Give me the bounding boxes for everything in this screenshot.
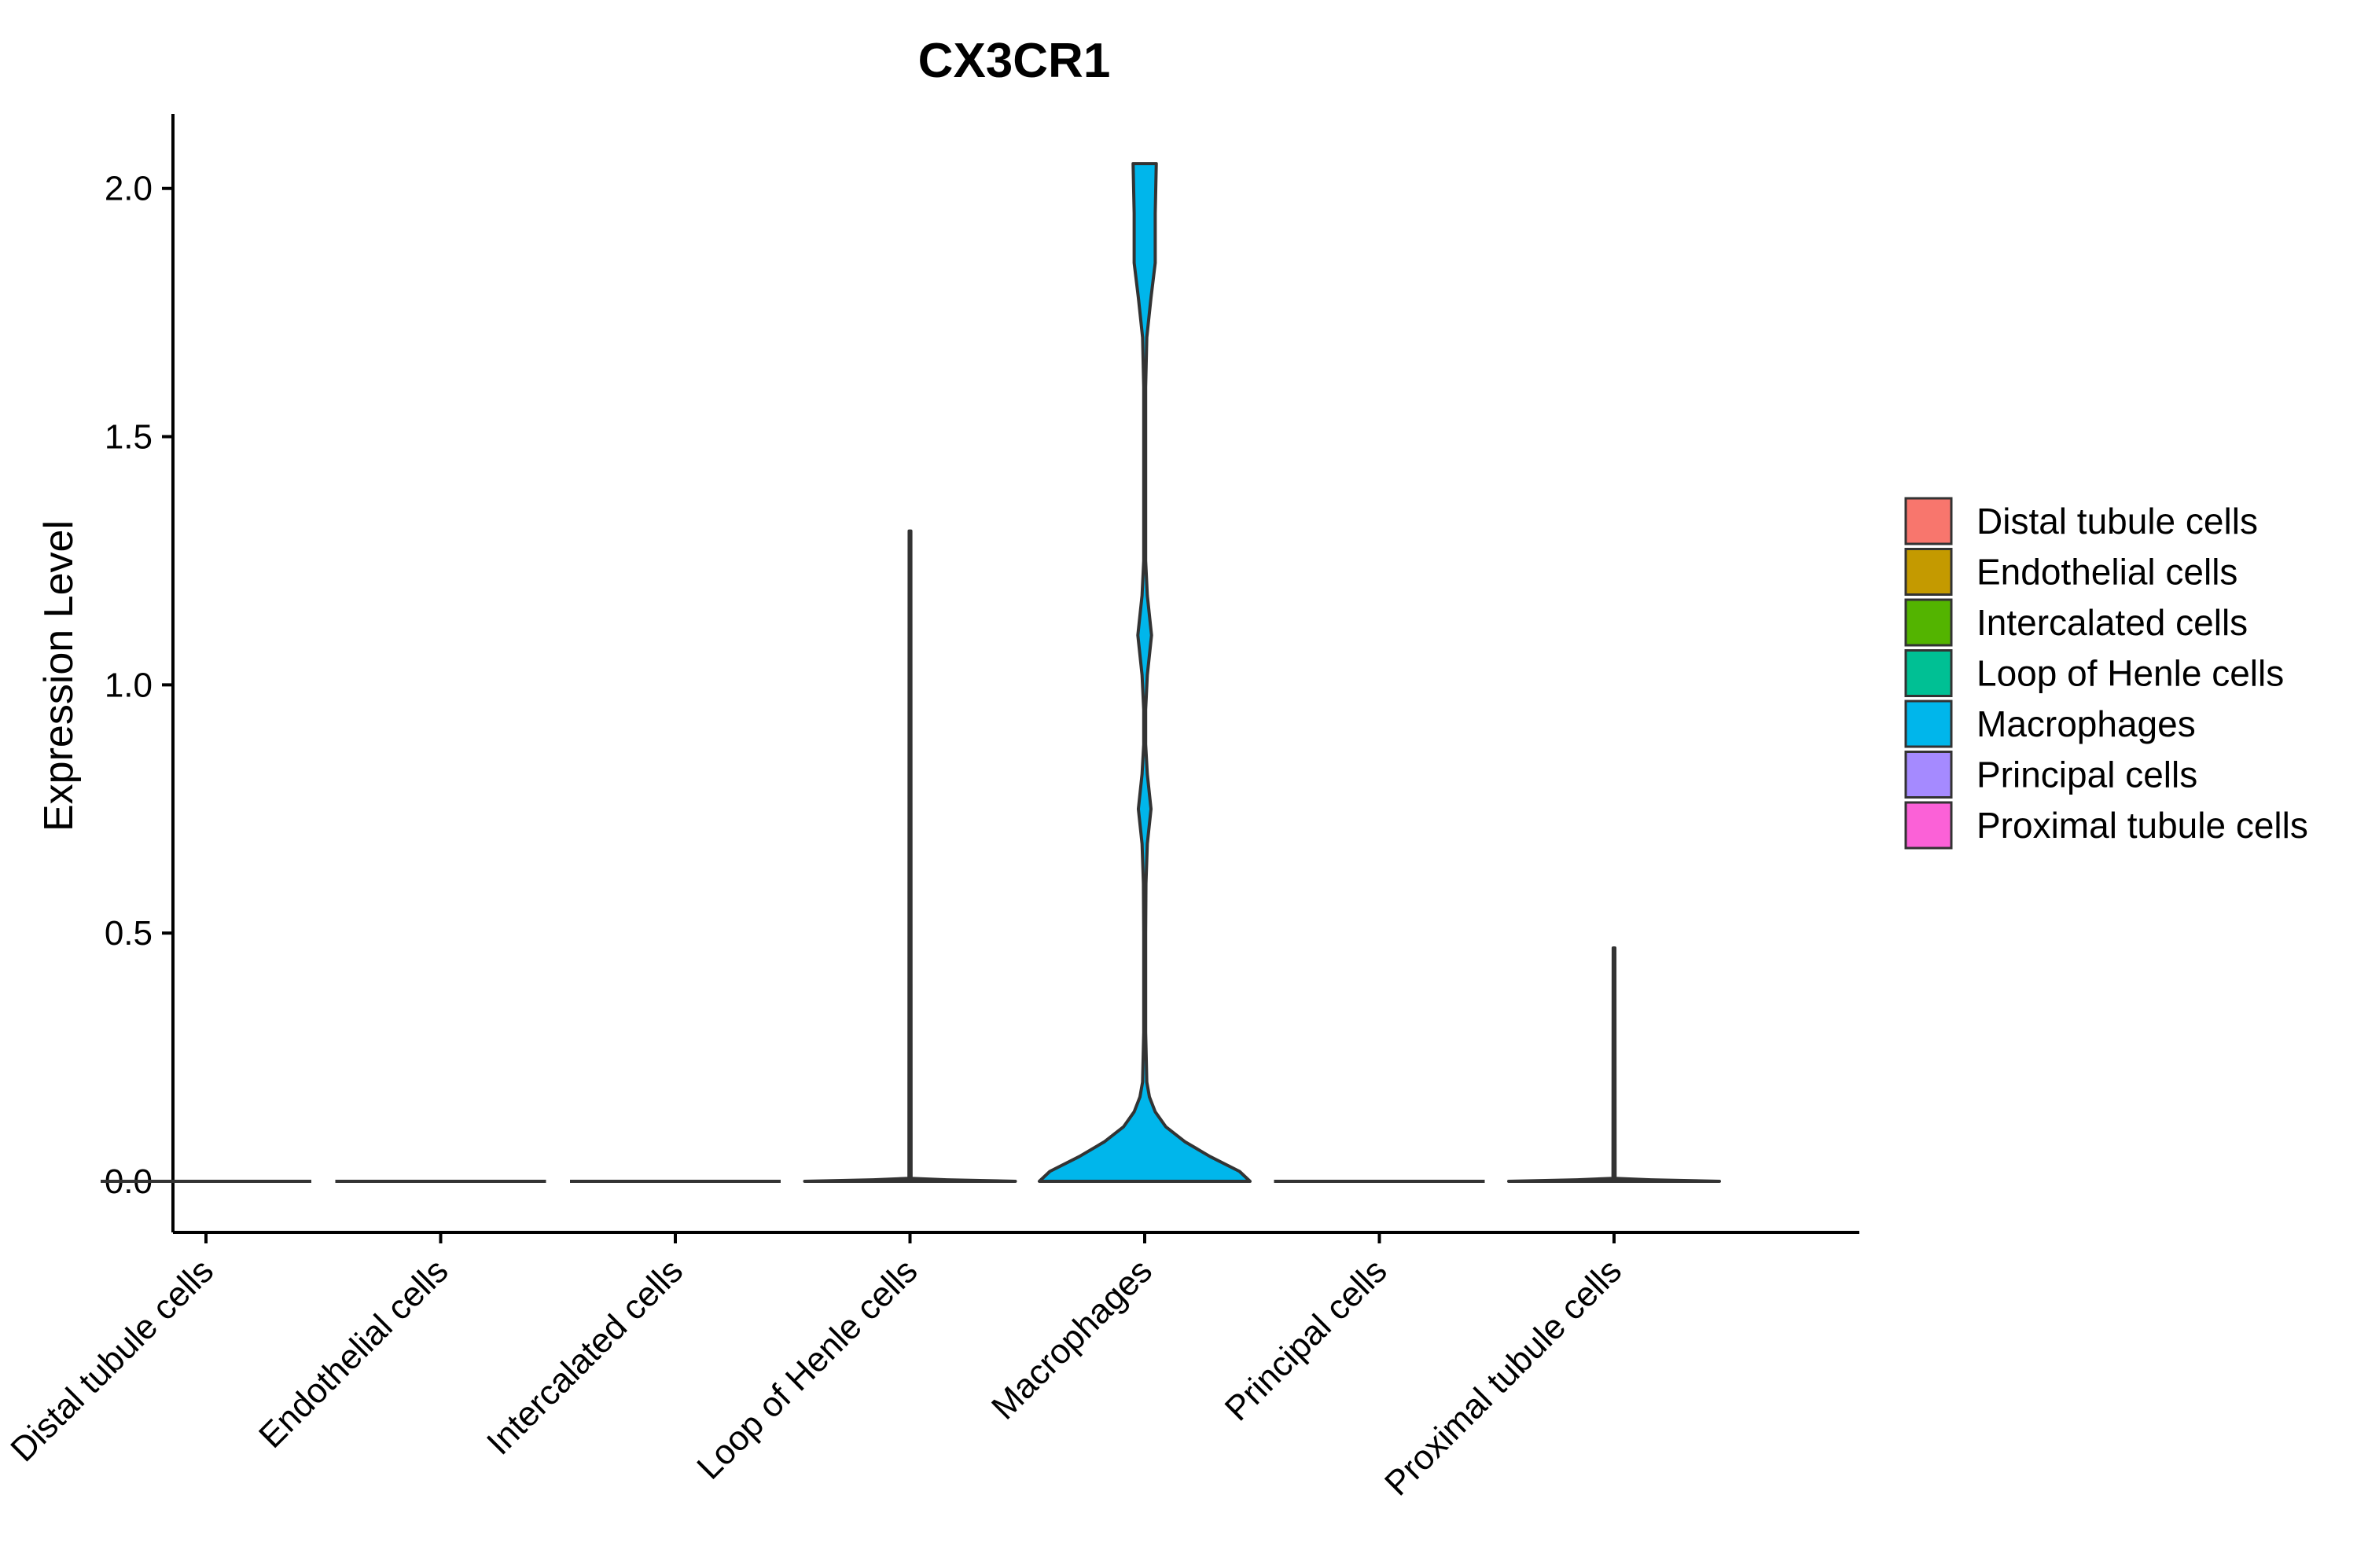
- legend-label: Endothelial cells: [1976, 552, 2237, 593]
- chart-title: CX3CR1: [918, 34, 1111, 88]
- y-tick-label: 2.0: [105, 170, 153, 208]
- legend-label: Proximal tubule cells: [1976, 805, 2308, 846]
- legend-key: [1904, 497, 1953, 545]
- legend-label: Macrophages: [1976, 703, 2196, 744]
- y-tick-label: 1.5: [105, 418, 153, 457]
- legend-key: [1904, 598, 1953, 647]
- y-axis-label: Expression Level: [36, 520, 82, 832]
- legend-label: Intercalated cells: [1976, 602, 2248, 643]
- violin-4: [803, 529, 1017, 1183]
- y-tick-label: 0.5: [105, 914, 153, 953]
- x-tick-label: Principal cells: [1218, 1251, 1395, 1428]
- x-tick-label: Loop of Henle cells: [689, 1251, 925, 1486]
- legend-key: [1904, 751, 1953, 799]
- legend-label: Principal cells: [1976, 755, 2197, 795]
- x-tick-label: Intercalated cells: [480, 1251, 690, 1462]
- legend-key: [1904, 700, 1953, 748]
- x-tick-label: Macrophages: [984, 1251, 1160, 1427]
- x-tick-label: Endothelial cells: [252, 1251, 455, 1455]
- legend-label: Distal tubule cells: [1976, 501, 2258, 542]
- violin-7: [1507, 946, 1721, 1183]
- legend-key: [1904, 649, 1953, 697]
- x-tick-label: Proximal tubule cells: [1377, 1251, 1629, 1503]
- x-tick-label: Distal tubule cells: [3, 1251, 221, 1469]
- legend-key: [1904, 801, 1953, 850]
- violin-5: [1038, 162, 1252, 1183]
- y-tick-label: 1.0: [105, 666, 153, 704]
- legend-label: Loop of Henle cells: [1976, 653, 2284, 694]
- legend-key: [1904, 548, 1953, 596]
- legend: Distal tubule cells Endothelial cells Inte…: [1904, 497, 2308, 850]
